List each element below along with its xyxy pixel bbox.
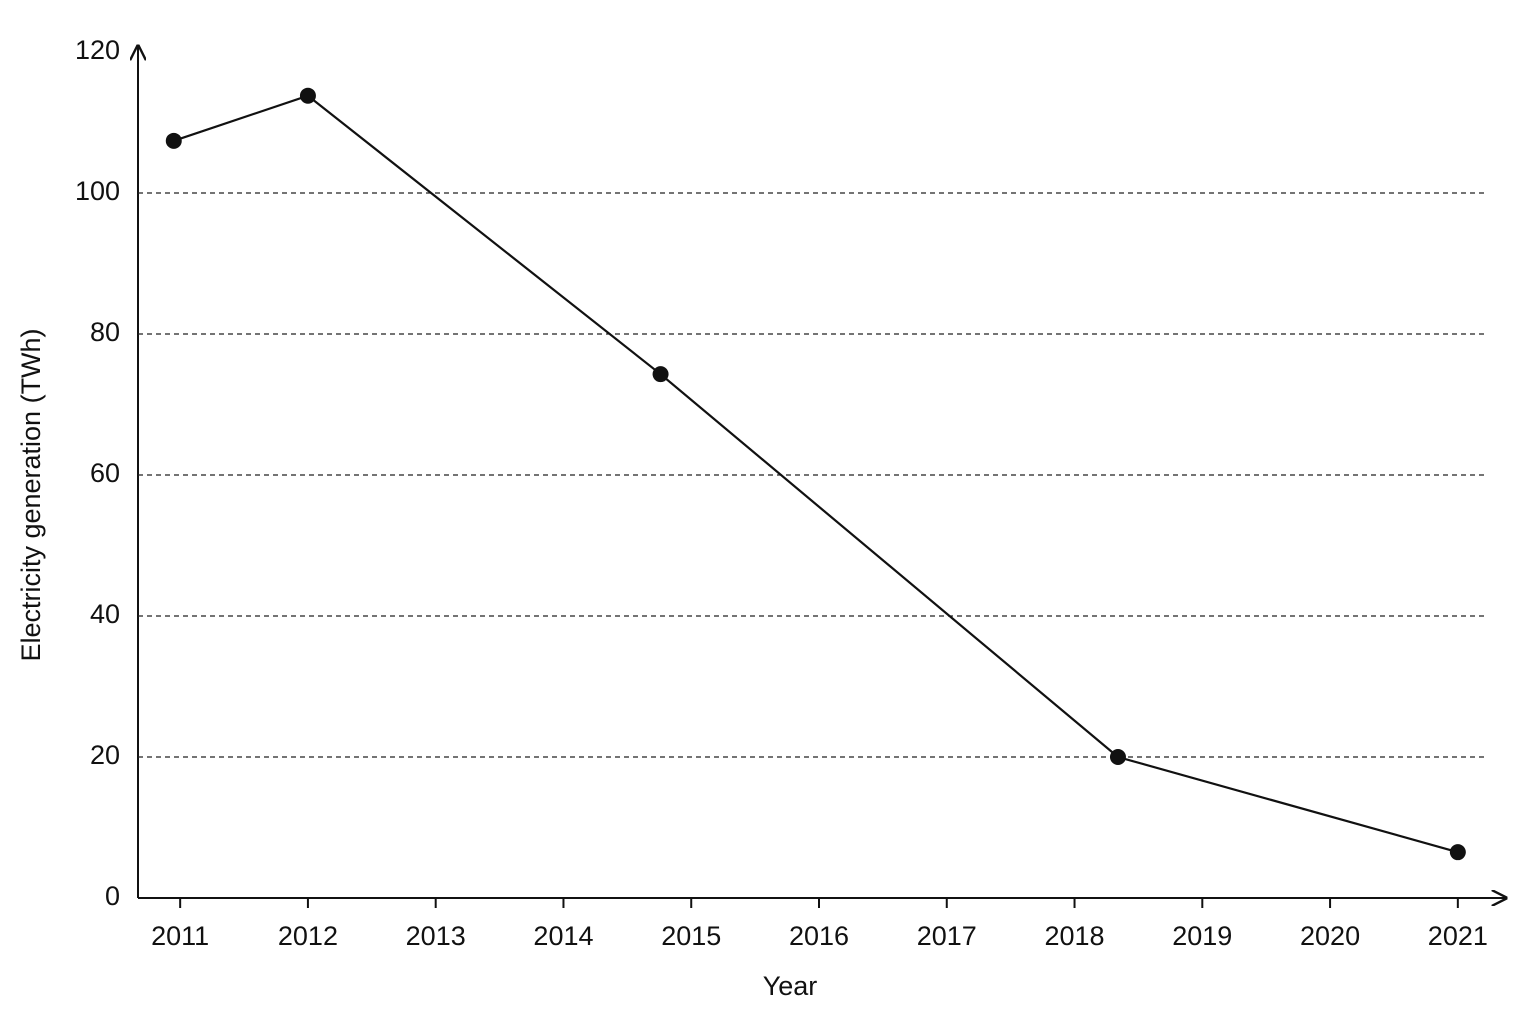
point bbox=[1449, 844, 1466, 861]
x-tick-label: 2018 bbox=[1044, 921, 1104, 951]
line bbox=[173, 94, 1459, 854]
point bbox=[299, 87, 316, 104]
x-tick-label: 2011 bbox=[151, 921, 209, 951]
y-tick-label: 120 bbox=[75, 35, 120, 65]
x-axis-label: Year bbox=[763, 971, 818, 1001]
x-tick-label: 2012 bbox=[278, 921, 338, 951]
y-tick-label: 0 bbox=[105, 881, 120, 911]
x-tick-label: 2021 bbox=[1428, 921, 1488, 951]
point bbox=[652, 366, 669, 383]
x-tick-label: 2015 bbox=[661, 921, 721, 951]
y-tick-label: 80 bbox=[90, 317, 120, 347]
y-tick-label: 100 bbox=[75, 176, 120, 206]
x-tick-label: 2016 bbox=[789, 921, 849, 951]
point bbox=[165, 132, 182, 149]
x-tick-label: 2019 bbox=[1172, 921, 1232, 951]
x-tick-label: 2020 bbox=[1300, 921, 1360, 951]
y-tick-label: 40 bbox=[90, 599, 120, 629]
x-tick-label: 2013 bbox=[406, 921, 466, 951]
y-axis-label: Electricity generation (TWh) bbox=[16, 328, 46, 661]
y-tick-label: 20 bbox=[90, 740, 120, 770]
x-tick-label: 2014 bbox=[533, 921, 593, 951]
y-tick-label: 60 bbox=[90, 458, 120, 488]
point bbox=[1109, 749, 1126, 765]
x-tick-label: 2017 bbox=[917, 921, 977, 951]
